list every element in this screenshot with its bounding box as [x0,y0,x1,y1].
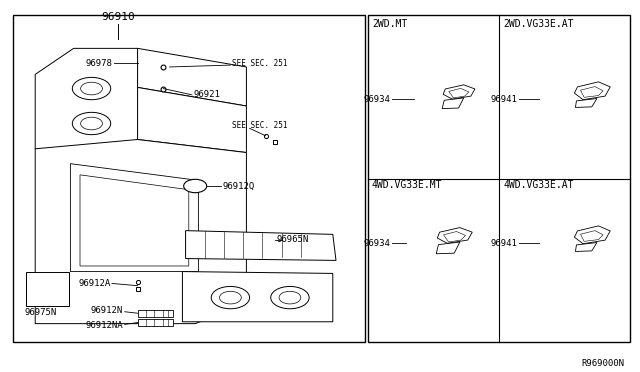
Text: 2WD.MT: 2WD.MT [372,19,407,29]
Circle shape [72,77,111,100]
Polygon shape [138,310,173,317]
Polygon shape [138,87,246,153]
Circle shape [81,82,102,95]
Polygon shape [35,48,138,167]
Text: SEE SEC. 251: SEE SEC. 251 [232,59,288,68]
Text: 4WD.VG33E.MT: 4WD.VG33E.MT [372,180,442,190]
Text: 96921: 96921 [194,90,221,99]
Polygon shape [580,231,603,241]
Text: 96978: 96978 [85,59,112,68]
Polygon shape [574,226,610,244]
Polygon shape [186,231,336,260]
Polygon shape [574,82,610,100]
Text: 96975N: 96975N [24,308,56,317]
Circle shape [279,291,301,304]
Polygon shape [35,140,246,324]
Text: 96965N: 96965N [276,235,308,244]
Text: 2WD.VG33E.AT: 2WD.VG33E.AT [503,19,573,29]
Polygon shape [449,89,468,98]
Text: 96934: 96934 [364,239,390,248]
Polygon shape [80,175,189,266]
Polygon shape [444,231,465,242]
Circle shape [184,179,207,193]
Text: 96912N: 96912N [91,306,123,315]
Polygon shape [443,85,475,99]
Polygon shape [70,164,198,272]
Text: SEE SEC. 251: SEE SEC. 251 [232,121,288,130]
Text: 96912NA: 96912NA [85,321,123,330]
Polygon shape [442,98,463,109]
Text: 96912A: 96912A [79,279,111,288]
Circle shape [220,291,241,304]
Text: R969000N: R969000N [581,359,624,368]
Circle shape [211,286,250,309]
Circle shape [271,286,309,309]
Circle shape [81,117,102,130]
Circle shape [72,112,111,135]
Polygon shape [575,243,597,251]
Polygon shape [138,319,173,326]
Polygon shape [182,272,333,322]
Polygon shape [138,48,246,106]
Text: 96941: 96941 [491,239,518,248]
Text: 96941: 96941 [491,95,518,104]
Bar [368,15,630,342]
Polygon shape [437,228,472,243]
Text: 96912Q: 96912Q [223,182,255,190]
Text: 96934: 96934 [364,95,390,104]
Text: 96910: 96910 [102,12,135,22]
Text: 4WD.VG33E.AT: 4WD.VG33E.AT [503,180,573,190]
Polygon shape [436,242,460,254]
Polygon shape [575,99,597,108]
Polygon shape [26,272,69,306]
Polygon shape [580,87,603,97]
Bar [13,15,365,342]
